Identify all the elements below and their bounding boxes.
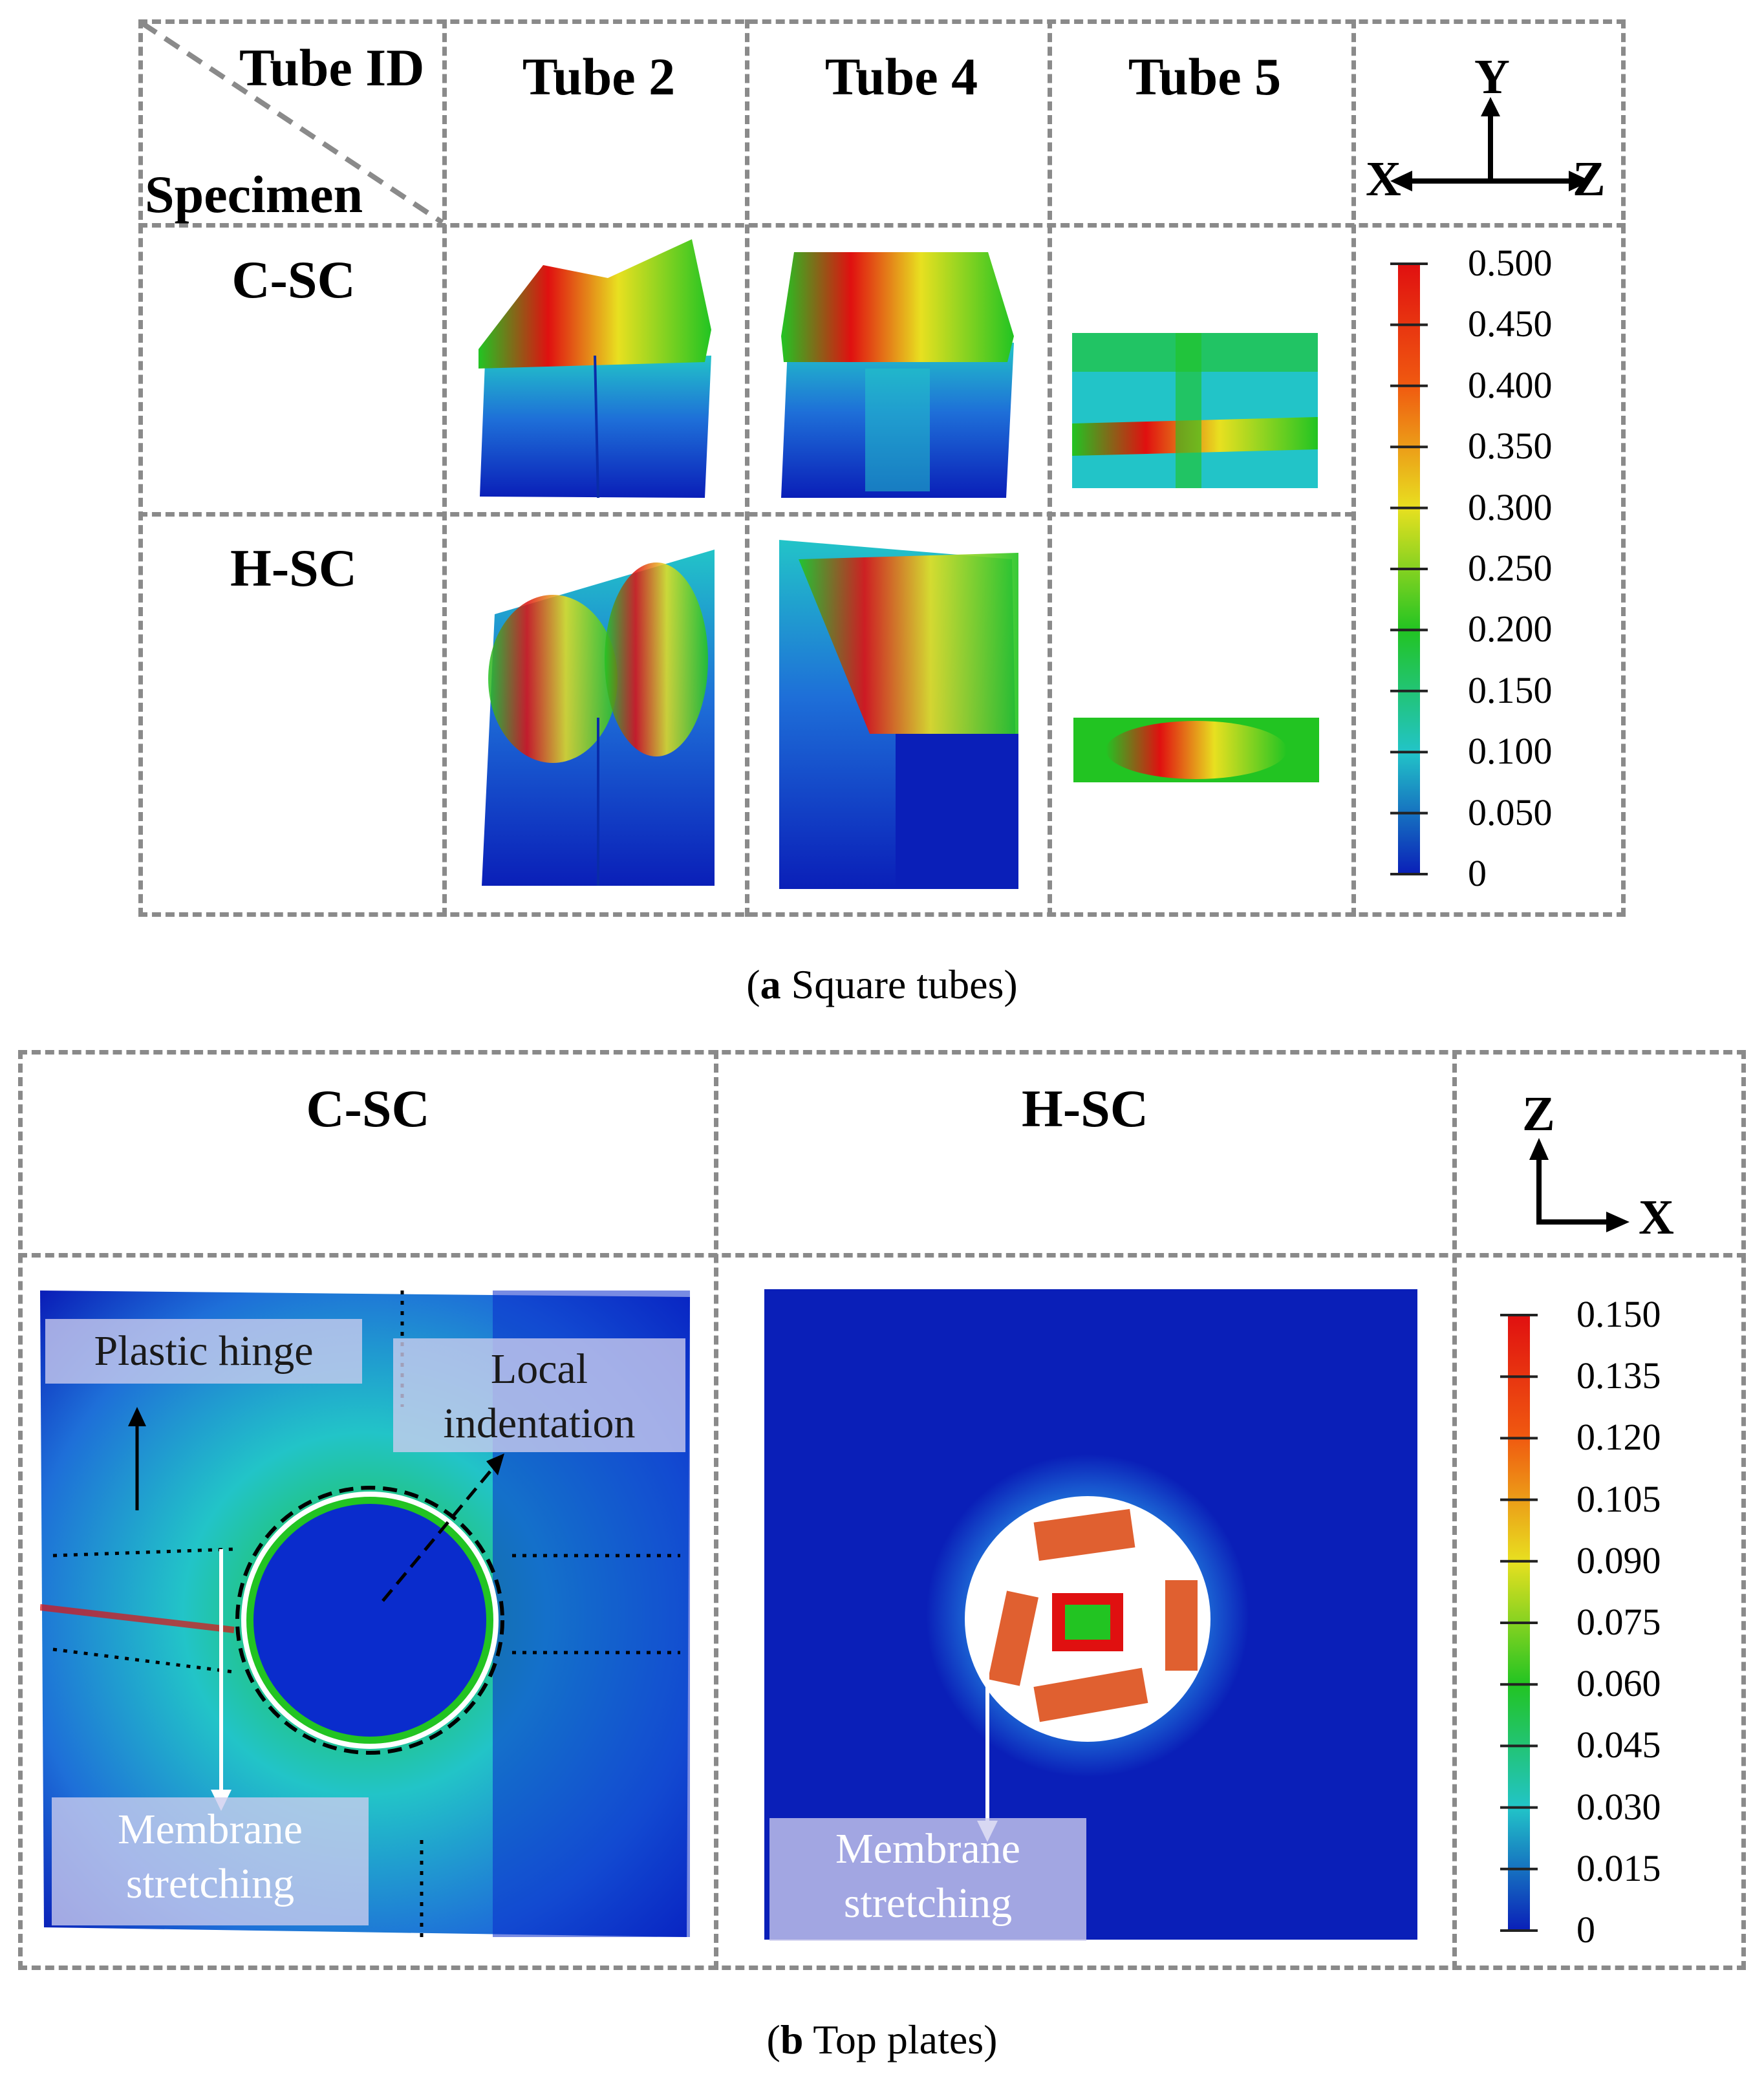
colorbar-b-tick-label: 0.045 bbox=[1576, 1724, 1661, 1766]
annotation-plastic-hinge: Plastic hinge bbox=[45, 1319, 362, 1384]
colorbar-a-tick-label: 0.200 bbox=[1468, 608, 1553, 650]
corner-tube-id-label: Tube ID bbox=[239, 38, 425, 97]
colorbar-a-gradient bbox=[1390, 262, 1428, 875]
colorbar-b-tick-label: 0.135 bbox=[1576, 1355, 1661, 1397]
row-header-c-sc: C-SC bbox=[231, 250, 356, 309]
colorbar-a-tick-label: 0.450 bbox=[1468, 303, 1553, 345]
column-header-tube-5: Tube 5 bbox=[1128, 47, 1282, 106]
colorbar-a-tick-label: 0.100 bbox=[1468, 730, 1553, 773]
row-header-h-sc: H-SC bbox=[230, 539, 357, 597]
axis-label-x: X bbox=[1366, 152, 1401, 206]
colorbar-a-tick-label: 0.300 bbox=[1468, 486, 1553, 528]
colorbar-b-tick-label: 0.120 bbox=[1576, 1416, 1661, 1459]
caption-b-text: Top plates bbox=[803, 2017, 984, 2062]
axis-label-z: Z bbox=[1573, 152, 1606, 206]
colorbar-b-tick-label: 0.060 bbox=[1576, 1662, 1661, 1705]
axis-label-x-b: X bbox=[1639, 1190, 1674, 1245]
caption-a-letter: a bbox=[760, 961, 781, 1007]
colorbar-a-tick-label: 0 bbox=[1468, 852, 1487, 894]
colorbar-b-tick-label: 0.105 bbox=[1576, 1477, 1661, 1520]
colorbar-a-tick-label: 0.350 bbox=[1468, 425, 1553, 467]
colorbar-a-tick-label: 0.400 bbox=[1468, 363, 1553, 406]
colorbar-b-tick-label: 0.015 bbox=[1576, 1847, 1661, 1889]
tube-5-h-sc-contour bbox=[1073, 718, 1319, 782]
colorbar-a-tick-label: 0.250 bbox=[1468, 547, 1553, 589]
colorbar-b-tick-label: 0.075 bbox=[1576, 1601, 1661, 1643]
annotation-membrane-stretching-c-sc: Membrane stretching bbox=[52, 1797, 369, 1925]
column-header-tube-2: Tube 2 bbox=[522, 47, 676, 106]
tube-4-h-sc-contour bbox=[779, 540, 1018, 889]
axis-label-y: Y bbox=[1474, 50, 1510, 104]
colorbar-a-tick-label: 0.150 bbox=[1468, 669, 1553, 711]
column-header-b-h-sc: H-SC bbox=[1022, 1079, 1148, 1138]
annotation-local-indentation: Local indentation bbox=[393, 1338, 685, 1452]
corner-specimen-label: Specimen bbox=[145, 165, 363, 224]
h-sc-top-plate-contour bbox=[764, 1289, 1417, 1940]
annotation-membrane-stretching-h-sc: Membrane stretching bbox=[769, 1818, 1086, 1941]
colorbar-b-tick-label: 0.150 bbox=[1576, 1293, 1661, 1335]
tube-2-h-sc-contour bbox=[482, 550, 715, 886]
caption-b: (b Top plates) bbox=[766, 2017, 998, 2062]
axis-arrows-zx-icon bbox=[1529, 1138, 1630, 1232]
axis-arrows-icon bbox=[1390, 97, 1591, 191]
corner-diagonal bbox=[140, 21, 444, 225]
colorbar-b-tick-label: 0 bbox=[1576, 1909, 1595, 1951]
caption-a: (a Square tubes) bbox=[746, 961, 1018, 1007]
colorbar-b-gradient bbox=[1500, 1314, 1538, 1932]
colorbar-b-tick-label: 0.090 bbox=[1576, 1539, 1661, 1581]
axis-label-z-b: Z bbox=[1522, 1087, 1555, 1141]
column-header-tube-4: Tube 4 bbox=[824, 47, 978, 106]
caption-a-text: Square tubes bbox=[780, 961, 1004, 1007]
tube-5-c-sc-contour bbox=[1072, 333, 1318, 488]
colorbar-b-tick-label: 0.030 bbox=[1576, 1785, 1661, 1828]
caption-b-letter: b bbox=[780, 2017, 804, 2062]
colorbar-a-tick-label: 0.500 bbox=[1468, 242, 1553, 284]
tube-4-c-sc-contour bbox=[781, 252, 1014, 498]
tube-2-c-sc-contour bbox=[479, 239, 711, 498]
column-header-b-c-sc: C-SC bbox=[306, 1079, 430, 1138]
colorbar-a-tick-label: 0.050 bbox=[1468, 791, 1553, 833]
